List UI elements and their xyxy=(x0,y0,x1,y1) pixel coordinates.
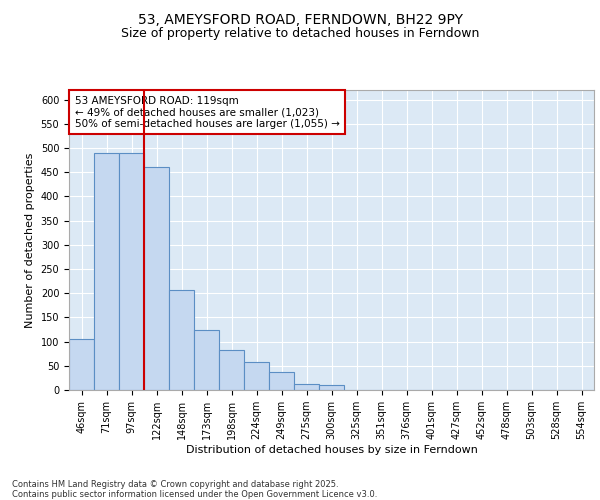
Bar xyxy=(119,153,144,390)
Text: Contains HM Land Registry data © Crown copyright and database right 2025.
Contai: Contains HM Land Registry data © Crown c… xyxy=(12,480,377,499)
Text: 53 AMEYSFORD ROAD: 119sqm
← 49% of detached houses are smaller (1,023)
50% of se: 53 AMEYSFORD ROAD: 119sqm ← 49% of detac… xyxy=(74,96,340,129)
X-axis label: Distribution of detached houses by size in Ferndown: Distribution of detached houses by size … xyxy=(185,445,478,455)
Bar xyxy=(244,362,269,390)
Bar xyxy=(319,385,344,390)
Bar xyxy=(144,168,169,390)
Bar xyxy=(169,290,194,390)
Bar xyxy=(194,330,219,390)
Text: 53, AMEYSFORD ROAD, FERNDOWN, BH22 9PY: 53, AMEYSFORD ROAD, FERNDOWN, BH22 9PY xyxy=(137,12,463,26)
Bar xyxy=(69,339,94,390)
Bar xyxy=(94,153,119,390)
Text: Size of property relative to detached houses in Ferndown: Size of property relative to detached ho… xyxy=(121,28,479,40)
Bar xyxy=(269,372,294,390)
Bar xyxy=(219,350,244,390)
Bar xyxy=(294,384,319,390)
Y-axis label: Number of detached properties: Number of detached properties xyxy=(25,152,35,328)
